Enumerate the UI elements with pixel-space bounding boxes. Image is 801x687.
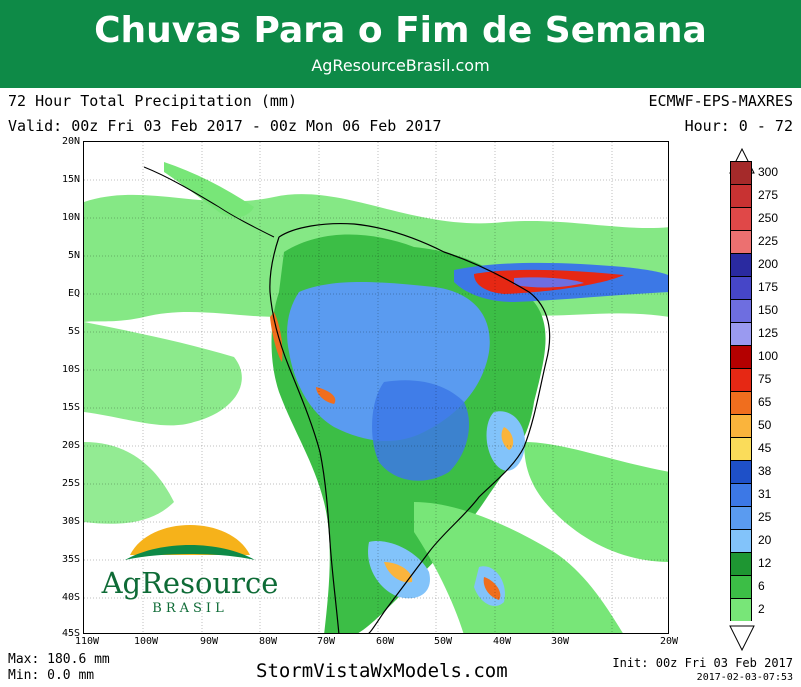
- lon-label: 40W: [492, 636, 512, 647]
- lon-label: 110W: [74, 636, 100, 647]
- lon-label: 60W: [375, 636, 395, 647]
- lat-label: 40S: [61, 592, 80, 603]
- lat-label: 15N: [61, 174, 80, 185]
- bolivia-rain: [316, 387, 336, 404]
- legend-swatch: [730, 322, 752, 345]
- lon-label: 80W: [258, 636, 278, 647]
- lon-label: 20W: [659, 636, 679, 647]
- legend-label: 200: [758, 257, 779, 271]
- legend-label: 150: [758, 303, 779, 317]
- pampas-rain-peak: [384, 562, 413, 583]
- lat-label: EQ: [67, 288, 80, 299]
- legend-label: 31: [758, 487, 772, 501]
- pacific-rain-south: [84, 442, 174, 524]
- atlantic-rain-peak: [483, 577, 501, 600]
- agresource-logo: [125, 525, 255, 560]
- legend-label: 300: [758, 165, 779, 179]
- field-icon: [125, 545, 255, 560]
- forecast-hours: Hour: 0 - 72: [684, 117, 793, 135]
- logo-name: AgResource: [101, 566, 279, 600]
- central-america-rain: [164, 162, 254, 218]
- legend-swatch: [730, 414, 752, 437]
- banner-title: Chuvas Para o Fim de Semana: [94, 10, 707, 51]
- legend-swatch: [730, 437, 752, 460]
- legend-swatch: [730, 368, 752, 391]
- legend-swatch: [730, 184, 752, 207]
- legend-swatch: [730, 483, 752, 506]
- lon-label: 70W: [316, 636, 336, 647]
- bahia-rain-peak: [501, 427, 514, 450]
- logo-sub: BRASIL: [152, 601, 228, 616]
- legend-swatch: [730, 345, 752, 368]
- atlantic-rain-south: [414, 502, 623, 633]
- init-time: Init: 00z Fri 03 Feb 2017: [612, 656, 793, 670]
- legend-label: 275: [758, 188, 779, 202]
- legend-swatch: [730, 598, 752, 621]
- south-america-coastline: [269, 222, 551, 633]
- andes-rain-streak: [270, 312, 283, 362]
- legend-label: 100: [758, 349, 779, 363]
- legend-label: 20: [758, 533, 772, 547]
- sun-icon: [130, 525, 250, 555]
- legend-label: 225: [758, 234, 779, 248]
- lat-label: 45S: [61, 628, 80, 639]
- legend-label: 250: [758, 211, 779, 225]
- legend-label: 65: [758, 395, 772, 409]
- lon-label: 50W: [433, 636, 453, 647]
- pacific-rain: [84, 322, 242, 426]
- legend-label: 6: [758, 579, 765, 593]
- lat-label: 5N: [67, 250, 80, 261]
- legend-swatch: [730, 460, 752, 483]
- lat-label: 10S: [61, 364, 80, 375]
- model-name: ECMWF-EPS-MAXRES: [648, 92, 794, 110]
- central-brazil-rain: [372, 380, 469, 481]
- source-credit: StormVistaWxModels.com: [256, 660, 508, 682]
- lat-label: 25S: [61, 478, 80, 489]
- legend-label: 38: [758, 464, 772, 478]
- legend-label: 2: [758, 602, 765, 616]
- title-banner: Chuvas Para o Fim de Semana AgResourceBr…: [0, 0, 801, 88]
- legend-swatch: [730, 529, 752, 552]
- equatorial-max-rain: [514, 277, 584, 288]
- banner-url: AgResourceBrasil.com: [311, 56, 490, 75]
- legend-swatch: [730, 506, 752, 529]
- atlantic-rain: [524, 442, 668, 562]
- lat-label: 30S: [61, 516, 80, 527]
- legend-label: 175: [758, 280, 779, 294]
- lon-label: 90W: [199, 636, 219, 647]
- max-value: Max: 180.6 mm: [8, 652, 110, 667]
- timestamp: 2017-02-03-07:53: [696, 672, 793, 683]
- lat-label: 10N: [61, 212, 80, 223]
- legend-swatch: [730, 552, 752, 575]
- valid-period: Valid: 00z Fri 03 Feb 2017 - 00z Mon 06 …: [8, 117, 442, 135]
- lat-label: 20N: [61, 136, 80, 147]
- legend-swatch: [730, 161, 752, 184]
- min-value: Min: 0.0 mm: [8, 668, 95, 683]
- legend-bottom-arrow: [729, 625, 755, 651]
- lat-label: 20S: [61, 440, 80, 451]
- legend-label: 75: [758, 372, 772, 386]
- lat-label: 5S: [67, 326, 80, 337]
- lon-label: 30W: [550, 636, 570, 647]
- legend-label: 12: [758, 556, 772, 570]
- lat-label: 35S: [61, 554, 80, 565]
- legend-label: 125: [758, 326, 779, 340]
- central-america-coastline: [143, 166, 275, 238]
- lat-label: 15S: [61, 402, 80, 413]
- lon-label: 100W: [133, 636, 159, 647]
- legend-swatch: [730, 230, 752, 253]
- legend-swatch: [730, 276, 752, 299]
- legend-swatch: [730, 299, 752, 322]
- legend-swatch: [730, 253, 752, 276]
- legend-swatch: [730, 207, 752, 230]
- legend-label: 25: [758, 510, 772, 524]
- legend-label: 50: [758, 418, 772, 432]
- legend-swatch: [730, 391, 752, 414]
- map-title: 72 Hour Total Precipitation (mm): [8, 92, 297, 110]
- legend-label: 45: [758, 441, 772, 455]
- legend-swatch: [730, 575, 752, 598]
- map-grid: [84, 142, 668, 633]
